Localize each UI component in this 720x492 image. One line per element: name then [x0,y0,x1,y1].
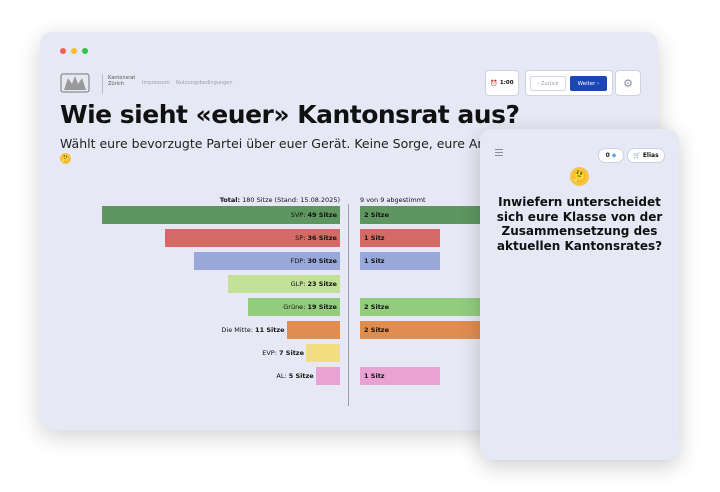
bar-label: Die Mitte: 11 Sitze [221,326,285,334]
bar-label: GLP: 23 Sitze [290,280,337,288]
bar-label: AL: 5 Sitze [276,372,314,380]
page-title: Wie sieht «euer» Kantonsrat aus? [60,100,520,129]
canton-logo-icon [60,73,90,93]
bar-label: EVP: 7 Sitze [262,349,304,357]
chart-axis [348,204,349,406]
bar-sp: SP: 36 Sitze [165,229,340,247]
total-label-bold: Total: [219,196,241,204]
total-label: Total: 180 Sitze (Stand: 15.08.2025) [220,196,340,204]
cart-icon: 🛒 [633,152,641,159]
total-label-text: 180 Sitze (Stand: 15.08.2025) [240,196,340,204]
class-bar-al: 1 Sitz [360,367,440,385]
logo-divider [102,74,103,94]
class-bar-label: 1 Sitz [364,234,385,242]
bar-label: Grüne: 19 Sitze [283,303,337,311]
timer-value: 1:00 [499,80,514,86]
bar-fdp: FDP: 30 Sitze [194,252,340,270]
bar-seats: 7 Sitze [279,349,304,357]
class-bar-label: 1 Sitz [364,257,385,265]
brand-text: Kantonsrat Zürich [108,75,135,87]
question-text: Inwiefern unterscheidet sich eure Klasse… [496,195,663,253]
bar-grüne: Grüne: 19 Sitze [247,298,340,316]
next-button[interactable]: Weiter › [570,76,607,91]
bar-category: SVP [290,211,304,219]
bar-seats: 23 Sitze [307,280,337,288]
bar-category: SP [295,234,304,242]
bar-seats: 19 Sitze [307,303,337,311]
maximize-dot[interactable] [82,48,88,54]
bar-die-mitte [286,321,340,339]
class-bar-label: 1 Sitz [364,372,385,380]
impressum-link[interactable]: Impressum [142,80,170,86]
coins-badge: 0 ◆ [598,148,624,163]
navigation-box: ‹ Zurück Weiter › [525,70,613,96]
gem-icon: ◆ [611,152,617,159]
bar-seats: 5 Sitze [288,372,314,380]
bar-evp [306,344,340,362]
bar-seats: 36 Sitze [307,234,337,242]
bar-category: FDP [290,257,304,265]
bar-glp: GLP: 23 Sitze [228,275,340,293]
class-bar-label: 2 Sitze [364,326,389,334]
bar-label: SVP: 49 Sitze [290,211,337,219]
class-bar-fdp: 1 Sitz [360,252,440,270]
page-subtitle: Wählt eure bevorzugte Partei über euer G… [60,136,501,151]
class-bar-label: 2 Sitze [364,303,389,311]
bar-category: GLP [290,280,304,288]
close-dot[interactable] [60,48,66,54]
bar-category: Die Mitte [221,326,251,334]
back-button[interactable]: ‹ Zurück [530,76,566,91]
bar-category: AL [276,372,285,380]
bar-category: EVP [262,349,275,357]
bar-category: Grüne [283,303,304,311]
coins-value: 0 [605,152,610,159]
gear-icon: ⚙ [623,76,633,90]
bar-svp: SVP: 49 Sitze [102,206,340,224]
votes-counter: 9 von 9 abgestimmt [360,196,426,204]
thinking-face-icon: 🤔 [60,153,71,164]
alarm-clock-icon: ⏰ [490,79,498,87]
hamburger-menu-icon[interactable] [495,149,503,158]
bar-label: FDP: 30 Sitze [290,257,337,265]
brand-line-2: Zürich [108,81,124,87]
user-badge[interactable]: 🛒 Elias [627,148,665,163]
bar-seats: 30 Sitze [307,257,337,265]
class-bar-sp: 1 Sitz [360,229,440,247]
brand-line-1: Kantonsrat [108,75,136,81]
bar-al [315,367,340,385]
window-controls [60,48,88,54]
bar-seats: 11 Sitze [255,326,285,334]
settings-button[interactable]: ⚙ [615,70,641,96]
user-name: Elias [642,152,659,159]
bar-label: SP: 36 Sitze [295,234,337,242]
timer: ⏰ 1:00 [485,70,519,96]
class-bar-label: 2 Sitze [364,211,389,219]
thinking-face-icon: 🤔 [570,167,589,186]
terms-link[interactable]: Nutzungsbedingungen [176,80,233,86]
minimize-dot[interactable] [71,48,77,54]
phone-view: 0 ◆ 🛒 Elias 🤔 Inwiefern unterscheidet si… [480,129,679,460]
bar-seats: 49 Sitze [307,211,337,219]
